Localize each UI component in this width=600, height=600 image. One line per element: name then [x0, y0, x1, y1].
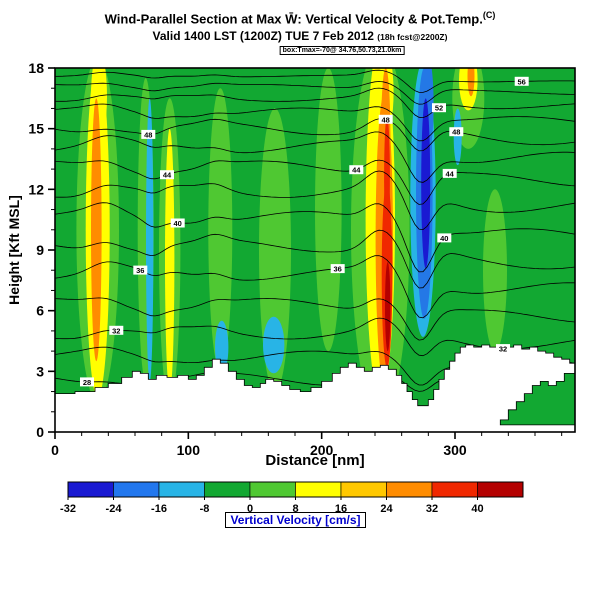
colorbar-tick-label: -8 [200, 503, 210, 515]
svg-text:36: 36 [136, 266, 144, 275]
colorbar-tick-label: -16 [151, 503, 167, 515]
colorbar-tick-label: 8 [292, 503, 298, 515]
svg-text:40: 40 [440, 234, 448, 243]
colorbar: -32 -24 -16 -8 0 8 16 24 32 40 [60, 481, 524, 515]
contour-label: 48 [449, 127, 464, 137]
isentrope-line [55, 229, 575, 289]
contour-label: 36 [330, 264, 345, 274]
y-tick-label: 9 [36, 242, 44, 258]
field-blob [385, 262, 391, 352]
y-tick-label: 18 [28, 60, 44, 76]
isentrope-line [55, 103, 575, 142]
y-tick-label: 3 [36, 363, 44, 379]
plot-title-text: Wind-Parallel Section at Max W̄: Vertica… [104, 11, 483, 27]
colorbar-tick-label: -24 [106, 503, 123, 515]
x-axis-label: Distance [nm] [265, 452, 365, 469]
x-tick-label: 0 [51, 442, 59, 458]
svg-text:44: 44 [163, 171, 172, 180]
colorbar-label: Vertical Velocity [cm/s] [225, 512, 366, 528]
x-tick-label: 300 [443, 442, 467, 458]
svg-text:48: 48 [144, 130, 152, 139]
y-tick-label: 6 [36, 303, 44, 319]
plot-subtitle: Valid 1400 LST (1200Z) TUE 7 Feb 2012 (1… [0, 29, 600, 43]
colorbar-tick-label: 0 [247, 503, 253, 515]
svg-text:48: 48 [382, 115, 390, 124]
contour-label: 56 [514, 76, 529, 86]
colorbar-tick-label: 32 [426, 503, 438, 515]
isentrope-line [55, 69, 575, 93]
isentrope-line [55, 81, 575, 105]
plot-title-unit: (C) [482, 10, 496, 20]
contour-label: 32 [496, 344, 510, 354]
field-blob [91, 98, 102, 362]
field-blob [165, 128, 175, 392]
colorbar-segment [158, 481, 205, 498]
svg-text:44: 44 [352, 166, 361, 175]
svg-text:40: 40 [174, 219, 182, 228]
forecast-lead-text: (18h fcst@2200Z) [377, 32, 448, 42]
colorbar-segment [113, 481, 160, 498]
field-blob [259, 108, 291, 392]
contour-label: 44 [349, 165, 364, 175]
plot-title: Wind-Parallel Section at Max W̄: Vertica… [0, 10, 600, 26]
isentropes: 28 32 36 48 44 40 36 44 48 52 40 44 48 32 56 [55, 69, 575, 432]
field-blob [315, 68, 342, 352]
colorbar-segment [67, 481, 114, 498]
contour-label: 44 [442, 168, 457, 178]
y-tick-label: 12 [28, 181, 44, 197]
field-blob [146, 98, 154, 382]
svg-text:52: 52 [435, 104, 443, 113]
colorbar-segment [431, 481, 478, 498]
colorbar-segment [340, 481, 387, 498]
svg-text:48: 48 [452, 128, 460, 137]
svg-text:56: 56 [518, 77, 526, 86]
x-tick-label: 200 [310, 442, 334, 458]
colorbar-segment [249, 481, 296, 498]
field-blob [263, 316, 285, 374]
max-info-box: box:Tmax=-70@ 34.76,50.73,21.0km [279, 46, 405, 55]
field-blob [208, 88, 233, 372]
isentrope-line [55, 297, 575, 341]
field-blob [421, 98, 431, 269]
field-blob [483, 189, 507, 352]
contour-label: 52 [432, 103, 446, 113]
colorbar-tick-label: 24 [380, 503, 393, 515]
y-tick-label: 15 [28, 121, 44, 137]
svg-text:32: 32 [499, 345, 507, 354]
terrain-valley-fill [499, 367, 575, 426]
svg-text:32: 32 [112, 326, 120, 335]
field-blob [453, 108, 462, 166]
contour-label: 40 [437, 233, 452, 243]
isentrope-line [55, 159, 575, 205]
contour-label: 28 [80, 377, 94, 387]
isentrope-line [55, 131, 575, 183]
y-tick-label: 0 [36, 424, 44, 440]
colorbar-segment [204, 481, 251, 498]
contour-label: 48 [378, 114, 393, 124]
contour-label: 44 [160, 170, 174, 180]
contour-label: 32 [109, 325, 124, 335]
svg-text:36: 36 [334, 265, 342, 274]
contour-label: 48 [141, 129, 156, 139]
contour-label: 40 [170, 218, 185, 228]
colorbar-segment [386, 481, 433, 498]
colorbar-tick-label: -32 [60, 503, 76, 515]
colorbar-segment [477, 481, 524, 498]
y-axis-label: Height [Kft MSL] [6, 195, 22, 305]
x-tick-label: 100 [177, 442, 201, 458]
valid-time-text: Valid 1400 LST (1200Z) TUE 7 Feb 2012 [152, 29, 378, 43]
isentrope-line [55, 170, 575, 231]
colorbar-tick-label: 40 [471, 503, 483, 515]
colorbar-segment [295, 481, 342, 498]
colorbar-label-wrap: Vertical Velocity [cm/s] [68, 511, 523, 529]
contour-label: 36 [133, 265, 148, 275]
svg-text:44: 44 [446, 169, 455, 178]
isentrope-line [55, 87, 575, 119]
svg-text:28: 28 [83, 378, 91, 387]
isentrope-line [55, 202, 575, 273]
